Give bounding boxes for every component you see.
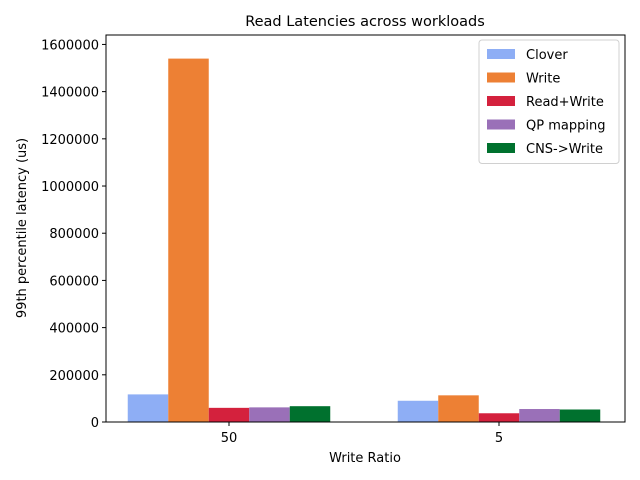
x-axis-label: Write Ratio — [329, 451, 401, 466]
bar-cns-write-50 — [289, 406, 331, 422]
legend: Clover Write Read+Write QP mapping CNS->Writ… — [478, 39, 620, 164]
legend-label: QP mapping — [526, 119, 605, 134]
legend-frame — [478, 39, 620, 164]
bar-write-5 — [438, 395, 479, 422]
plot-frame — [105, 34, 626, 423]
bar-write-50 — [168, 58, 209, 422]
bars-group — [127, 58, 601, 422]
bar-cns-write-5 — [559, 409, 601, 422]
x-tick-label: 5 — [495, 431, 503, 446]
bar-clover-50 — [127, 394, 169, 422]
bar-clover-5 — [397, 400, 439, 422]
bar-qp-mapping-5 — [519, 409, 560, 422]
y-tick-label: 1000000 — [41, 180, 99, 195]
y-axis-label: 99th percentile latency (us) — [15, 138, 30, 318]
y-tick-label: 200000 — [49, 369, 99, 384]
y-tick-label: 400000 — [49, 322, 99, 337]
y-tick-label: 600000 — [49, 274, 99, 289]
y-tick-label: 800000 — [49, 227, 99, 242]
legend-label: Clover — [526, 48, 568, 63]
bar-qp-mapping-50 — [249, 407, 290, 422]
y-tick-label: 1200000 — [41, 133, 99, 148]
x-tick-label: 50 — [221, 431, 238, 446]
legend-swatch — [487, 72, 515, 83]
legend-swatch — [487, 96, 515, 106]
bar-read-write-5 — [478, 413, 520, 422]
legend-swatch — [487, 119, 515, 130]
chart-title: Read Latencies across workloads — [245, 14, 485, 30]
y-tick-label: 1400000 — [41, 86, 99, 101]
legend-swatch — [487, 143, 515, 153]
legend-label: Write — [526, 72, 560, 87]
y-axis: 0 200000 400000 600000 800000 1000000 1200000 1… — [41, 38, 106, 431]
legend-label: CNS->Write — [526, 142, 603, 157]
legend-swatch — [487, 49, 515, 59]
x-axis: 50 5 — [221, 422, 503, 446]
y-tick-label: 1600000 — [41, 38, 99, 53]
bar-read-write-50 — [208, 407, 250, 422]
y-tick-label: 0 — [91, 416, 99, 431]
legend-label: Read+Write — [526, 95, 604, 110]
